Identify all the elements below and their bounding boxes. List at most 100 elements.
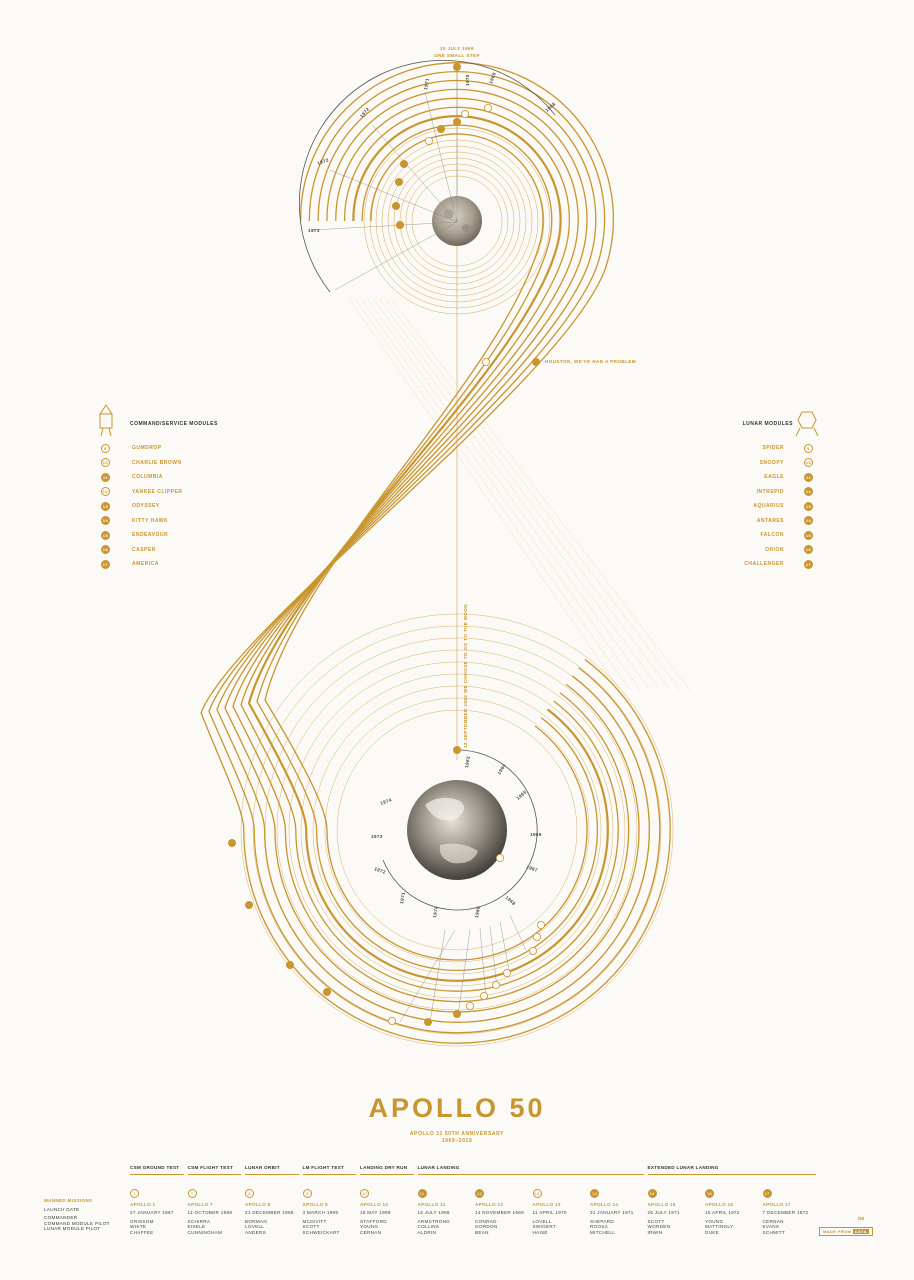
poster-title: APOLLO 50 [368,1093,546,1123]
phase-label: CSM FLIGHT TEST [187,1165,234,1170]
legend-item: 17 AMERICA [101,557,218,572]
legend-item-name: ANTARES [756,517,784,524]
crew-member: SHEPARD [590,1218,614,1224]
legend-item: SPIDER 9 [735,441,813,456]
timeline-ray [499,921,511,976]
timeline-ray [399,929,456,1023]
phase-label: EXTENDED LUNAR LANDING [647,1165,719,1170]
legend-item: 14 KITTY HAWK [101,514,218,529]
mission-number-badge: 12 [475,1189,484,1198]
trajectory-line [240,106,619,992]
mission-number-badge: 10 [360,1189,369,1198]
legend-item-name: SNOOPY [759,459,784,466]
mission-number-badge: 15 [804,530,813,540]
crew-member: HAISE [532,1229,548,1235]
trajectory-line [224,88,640,1013]
phase-header: LUNAR ORBIT [245,1165,303,1181]
mission-number-badge: 9 [302,1189,312,1198]
crew-member: SCOTT [647,1218,665,1224]
mission-number-badge: 13 [101,501,110,511]
crew-member: BORMAN [245,1218,267,1224]
mission-marker [322,988,331,997]
one-small-step-label: ONE SMALL STEP [434,53,480,58]
phase-label: LUNAR LANDING [417,1165,460,1170]
timeline-ray [479,927,487,999]
phase-header: LM FLIGHT TEST [302,1165,361,1181]
year-label: 1966 [530,832,542,837]
mission-number-badge: 14 [101,516,110,526]
legend-item-name: KITTY HAWK [132,517,169,524]
crew-member: IRWIN [647,1229,663,1235]
mission-number-badge: 17 [804,559,813,569]
mission-marker [460,110,469,119]
mission-marker [227,839,236,848]
legend-item-name: ENDEAVOUR [132,532,169,539]
timeline-ray [457,929,471,1016]
crew-member: YOUNG [705,1218,724,1224]
earth-timeline-arc [382,749,538,911]
crew-member: CUNNINGHAM [187,1229,223,1235]
years-label: 1969–2019 [441,1138,473,1144]
cmp-label: COMMAND MODULE PILOT [44,1220,110,1226]
legend-item: INTREPID 12 [735,485,813,500]
mission-marker [479,992,488,1001]
command-module-icon [99,404,113,437]
mission-name: APOLLO 17 [762,1202,791,1207]
mission-name: APOLLO 12 [475,1202,504,1207]
phase-header: LANDING DRY RUN [360,1165,418,1181]
mission-name: APOLLO 13 [532,1202,561,1207]
launch-date: 31 JANUARY 1971 [590,1210,634,1215]
timeline-ray [489,925,498,989]
phase-header: LUNAR LANDING [417,1165,648,1181]
crew-member: LOVELL [245,1224,265,1230]
crew-member: WHITE [130,1224,147,1230]
launch-date: 11 APRIL 1970 [532,1210,567,1215]
year-label: 1970 [465,74,470,86]
crew-member: SWIGERT [532,1224,556,1230]
mission-number-badge: 17 [101,559,110,569]
crew-member: ROOSA [590,1224,609,1230]
legend-item: 15 ENDEAVOUR [101,528,218,543]
mission-column: 11 APOLLO 11 16 JULY 1969 ARMSTRONG COLLINS A… [417,1187,478,1235]
legend-item-name: CHALLENGER [744,561,784,568]
launch-date: 16 JULY 1969 [417,1210,450,1215]
year-label: 1965 [515,789,527,800]
launch-date: 26 JULY 1971 [647,1210,680,1215]
mission-number-badge: 7 [187,1189,197,1198]
legend-item: 11 COLUMBIA [101,470,218,485]
mission-name: APOLLO 11 [417,1202,446,1207]
legend-item: SNOOPY 10 [735,456,813,471]
trajectory-line [200,62,671,1044]
mission-marker [452,118,461,127]
legend-item: 10 CHARLIE BROWN [101,456,218,471]
mission-column: 13 APOLLO 13 11 APRIL 1970 LOVELL SWIGERT HAI… [532,1187,593,1235]
year-label: 1971 [423,78,430,91]
made-from-brand: DATA [852,1229,869,1234]
timeline-ray [424,91,458,223]
mission-number-badge: 10 [804,458,813,468]
mission-number-badge: 12 [101,487,110,497]
crew-member: SCOTT [302,1224,320,1230]
mission-name: APOLLO 8 [245,1202,271,1207]
mission-name: APOLLO 7 [187,1202,213,1207]
mission-number-badge: 16 [101,545,110,555]
legend-item-name: AMERICA [132,561,159,568]
mission-name: APOLLO 9 [302,1202,328,1207]
legend-item-name: ORION [765,546,784,553]
csm-legend: COMMAND/SERVICE MODULES 9 GUMDROP 10 CHARLI… [101,421,218,572]
mission-marker [387,1017,396,1026]
mission-marker [424,136,433,145]
phase-label: LUNAR ORBIT [245,1165,280,1170]
mission-column: 8 APOLLO 8 21 DECEMBER 1968 BORMAN LOVELL AND… [245,1187,305,1235]
crew-member: ANDERS [245,1229,266,1235]
phase-header: CSM FLIGHT TEST [187,1165,246,1181]
mission-marker [436,125,445,134]
trajectory-line [232,97,630,1003]
landing-date-label: 20 JULY 1969 [440,46,474,51]
crew-member: GORDON [475,1224,498,1230]
legend-item: AQUARIUS 13 [735,499,813,514]
mission-column: 12 APOLLO 12 14 NOVEMBER 1969 CONRAD GORDON B… [475,1187,535,1235]
mission-number-badge: 16 [804,545,813,555]
return-path [367,299,651,691]
return-path [373,299,661,691]
